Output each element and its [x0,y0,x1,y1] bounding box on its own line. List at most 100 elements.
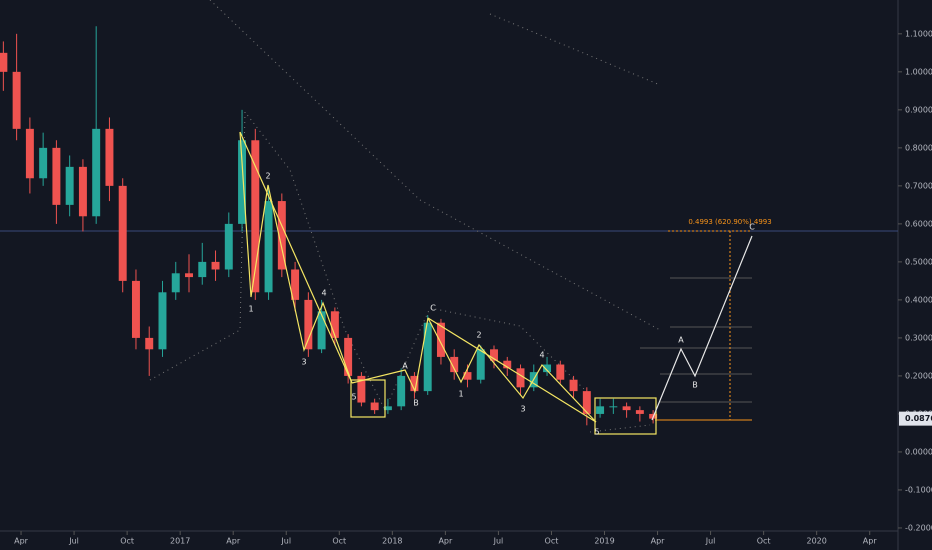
candle-body [450,356,459,373]
wave-lines [239,131,657,435]
wave-label: 3 [520,405,525,414]
candle-body [410,375,419,392]
x-tick-label: Jul [68,537,79,546]
y-tick-label: -0.2000 [905,523,932,532]
y-tick-label: 0.9000 [905,105,932,114]
wave-label: C [749,223,755,232]
wave-label: C [430,304,436,313]
candle-body [39,147,48,179]
x-tick-label: Apr [226,537,241,546]
candle-body [357,375,366,403]
y-tick-label: -0.1000 [905,485,932,494]
x-tick-label: Jul [493,537,504,546]
wave-label: 1 [458,390,463,399]
x-tick-label: 2017 [170,537,190,546]
wave-label: A [678,336,684,345]
candle-body [25,128,34,179]
candle-body [304,299,313,350]
x-tick-label: Apr [14,537,29,546]
x-tick-label: Jul [280,537,291,546]
x-tick-label: Oct [757,537,771,546]
wave-label: 4 [321,289,326,298]
target-label: 0.4993 (620.90%) 4993 [688,218,771,226]
trend-dots [149,0,661,433]
wave-label: 1 [248,305,253,314]
candle-body [423,322,432,392]
wave-label: 3 [301,358,306,367]
candle-body [118,185,127,281]
candle-body [569,379,578,392]
x-tick-label: Apr [438,537,453,546]
candle-body [543,364,552,373]
x-tick-label: Oct [332,537,346,546]
candle-body [0,52,8,72]
candle-body [622,406,631,411]
y-tick-label: 1.0000 [905,67,932,76]
x-tick-label: Apr [863,537,878,546]
last-price-box [899,411,932,426]
wave-label: B [692,381,698,390]
candle-body [383,406,392,411]
candle-body [370,402,379,411]
wave-label: 5 [351,393,356,402]
y-tick-label: 0.7000 [905,181,932,190]
x-tick-label: Oct [545,537,559,546]
x-tick-label: 2020 [806,537,826,546]
y-tick-label: 1.1000 [905,29,932,38]
candle-body [596,406,605,414]
candle-body [158,292,167,350]
candle-body [65,166,74,205]
candle-body [291,269,300,300]
wave-label: 2 [476,331,481,340]
candle-body [556,364,565,380]
y-tick-label: 0.5000 [905,257,932,266]
candle-body [277,201,286,270]
x-tick-label: 2018 [382,537,402,546]
candle-body [105,128,114,186]
candle-body [52,147,61,205]
candle-body [490,349,498,361]
candle-body [344,337,353,376]
candle-body [436,322,445,357]
candle-body [198,261,207,278]
candle-body [211,261,220,270]
candle-body [131,280,140,338]
candle-body [317,311,326,350]
candle-body [503,360,512,369]
wave-label: 4 [539,351,544,360]
candle-body [264,201,273,293]
wave-label: 2 [265,172,270,181]
candle-body [92,128,101,217]
candle-body [330,311,339,338]
candle-body [463,372,472,380]
candle-body [185,273,193,278]
candle-body [397,375,406,407]
last-price-label: 0.0876 [905,414,932,423]
wave-label: 5 [594,428,599,437]
y-tick-label: 0.8000 [905,143,932,152]
candle-body [516,368,525,388]
y-tick-label: 0.2000 [905,371,932,380]
y-tick-label: 0.6000 [905,219,932,228]
candle-body [476,349,485,380]
candle-body [224,223,233,270]
x-tick-label: Jul [705,537,716,546]
y-tick-label: 0.3000 [905,333,932,342]
candle-body [145,337,154,350]
wave-label: A [402,362,408,371]
candle-body [12,71,21,129]
candle-body [171,273,180,293]
x-tick-label: Oct [120,537,134,546]
candle-body [78,166,87,217]
candle-body [582,391,591,414]
x-tick-label: Apr [651,537,666,546]
candle-body [238,140,247,224]
candle-body [635,410,644,414]
projection-line [651,235,753,421]
wave-label: B [413,399,419,408]
candle-body [609,406,618,408]
x-tick-label: 2019 [594,537,614,546]
candle-body [251,140,260,293]
y-tick-label: 0.0000 [905,447,932,456]
